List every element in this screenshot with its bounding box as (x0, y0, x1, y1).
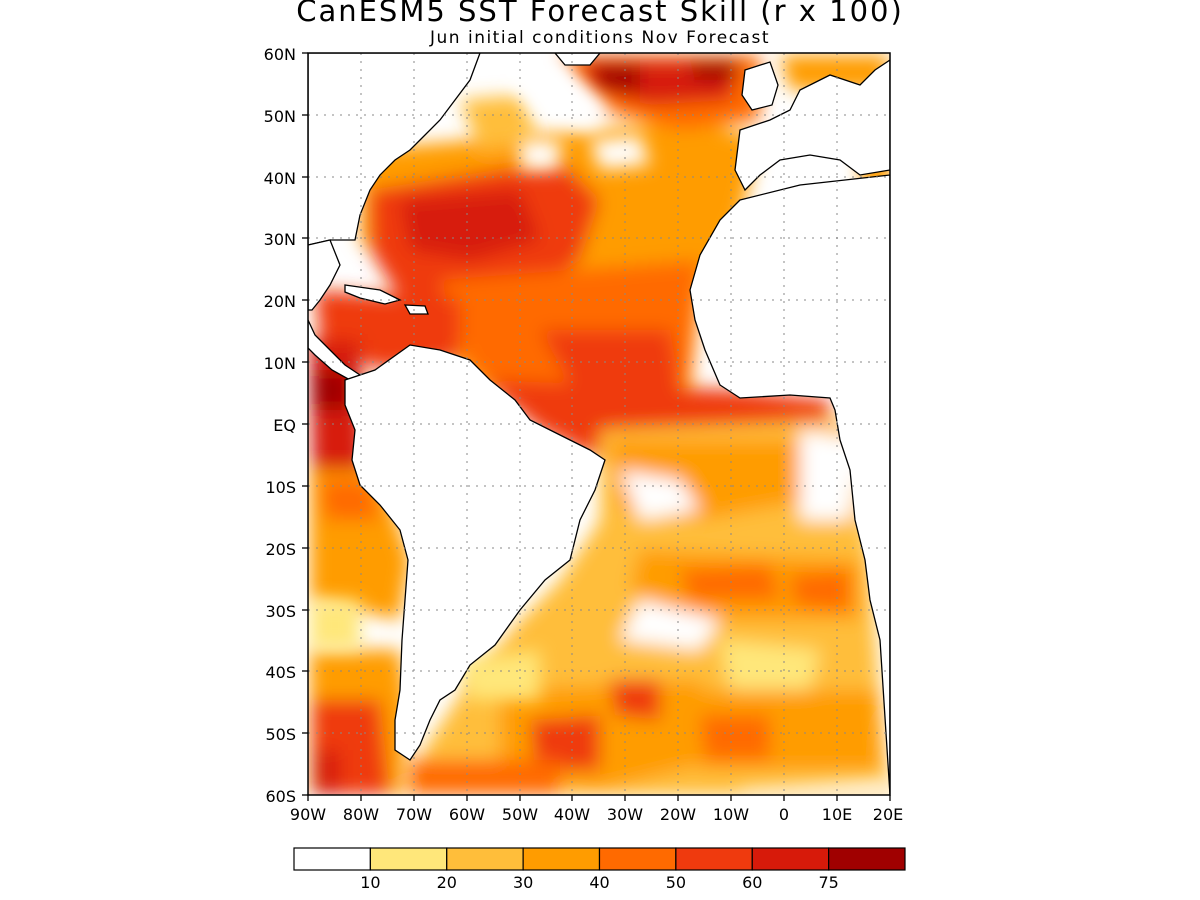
colorbar-label: 40 (589, 873, 609, 892)
south-america-land (344, 344, 606, 761)
colorbar-label: 30 (513, 873, 533, 892)
map-title: CanESM5 SST Forecast Skill (r x 100) (296, 0, 904, 28)
british-isles-land (741, 61, 779, 111)
colorbar-label: 60 (742, 873, 762, 892)
colorbar-swatch (598, 847, 677, 871)
cuba-land (344, 284, 402, 305)
longitude-labels: 90W 80W 70W 60W 50W 40W 30W 20W 10W 0 10… (290, 805, 903, 824)
lon-label: 80W (343, 805, 379, 824)
north-america-land (308, 53, 481, 246)
colorbar-label: 20 (437, 873, 457, 892)
low-skill-areas (310, 60, 890, 795)
lon-label: 50W (502, 805, 538, 824)
grid-lines (308, 53, 890, 795)
colorbar: 10 20 30 40 50 60 75 (293, 847, 906, 892)
lon-label: 40W (554, 805, 590, 824)
lat-label: EQ (273, 416, 296, 435)
lat-label: 20N (264, 292, 296, 311)
hispaniola-land (403, 304, 429, 315)
map-plot-area (308, 53, 890, 795)
europe-land (734, 59, 890, 192)
lon-label: 90W (290, 805, 326, 824)
lon-label: 0 (779, 805, 789, 824)
lat-label: 60S (265, 787, 296, 806)
map-subtitle: Jun initial conditions Nov Forecast (430, 28, 770, 48)
lon-label: 20W (660, 805, 696, 824)
lat-label: 40N (264, 169, 296, 188)
lat-label: 40S (265, 663, 296, 682)
lon-label: 70W (396, 805, 432, 824)
lon-label: 20E (873, 805, 903, 824)
colorbar-label: 75 (818, 873, 838, 892)
land-masses (308, 53, 890, 795)
lon-label: 60W (449, 805, 485, 824)
tick-marks (302, 52, 891, 801)
lat-label: 60N (264, 45, 296, 64)
lat-label: 30S (265, 602, 296, 621)
latitude-labels: 60N 50N 40N 30N 20N 10N EQ 10S 20S 30S 4… (264, 45, 296, 806)
lat-label: 10S (265, 478, 296, 497)
lat-label: 30N (264, 230, 296, 249)
lat-label: 50S (265, 725, 296, 744)
colorbar-swatch (751, 847, 830, 871)
colorbar-swatch (369, 847, 448, 871)
colorbar-swatch (828, 847, 906, 871)
colorbar-label: 50 (666, 873, 686, 892)
colorbar-swatch (446, 847, 524, 871)
colorbar-swatch (675, 847, 753, 871)
lon-label: 30W (607, 805, 643, 824)
lat-label: 10N (264, 354, 296, 373)
lon-label: 10W (713, 805, 749, 824)
lat-label: 20S (265, 540, 296, 559)
skill-field (310, 55, 890, 795)
lon-label: 10E (822, 805, 852, 824)
colorbar-swatch (522, 847, 601, 871)
greenland-land (554, 53, 601, 66)
colorbar-swatch (293, 847, 371, 871)
colorbar-label: 10 (360, 873, 380, 892)
lat-label: 50N (264, 107, 296, 126)
africa-land (689, 174, 890, 795)
